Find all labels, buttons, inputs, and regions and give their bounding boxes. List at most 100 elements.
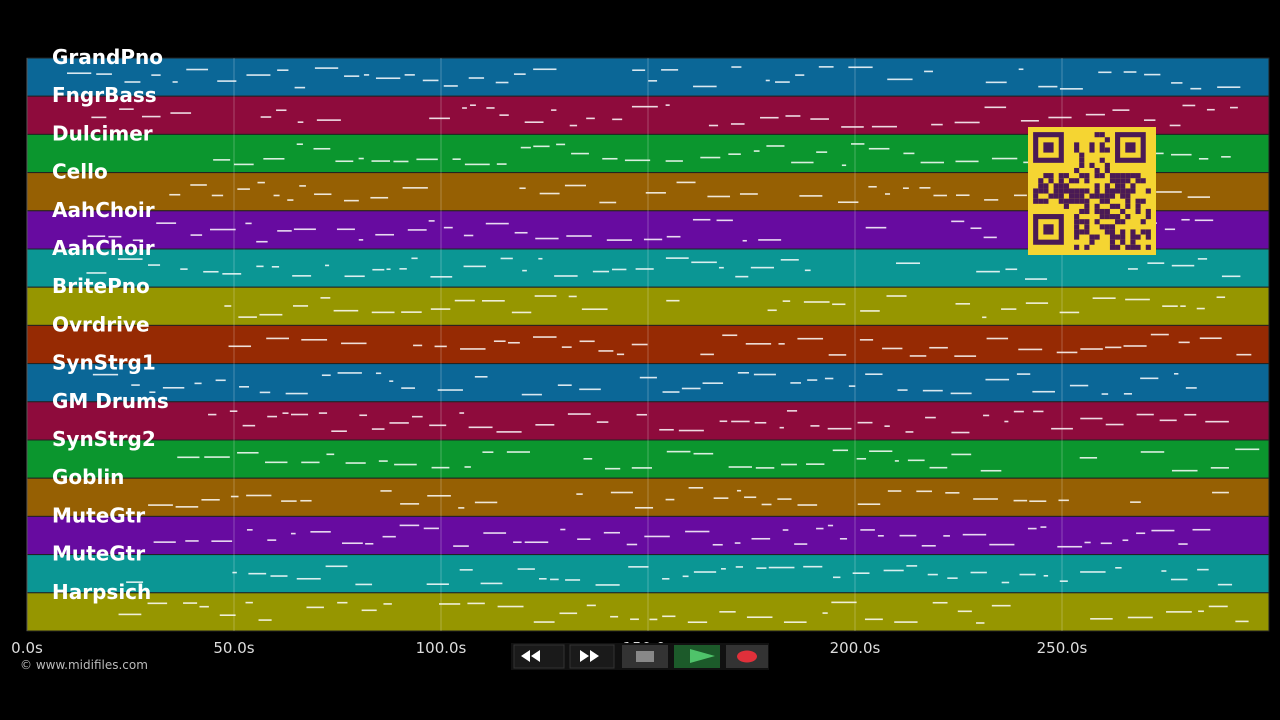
qr-cell	[1135, 203, 1141, 209]
note	[986, 337, 1009, 340]
note	[666, 299, 680, 302]
note	[427, 494, 451, 497]
note	[458, 507, 465, 509]
note	[230, 495, 239, 498]
note	[631, 343, 648, 346]
note	[571, 152, 589, 155]
note	[1143, 119, 1156, 121]
note	[886, 295, 907, 297]
note	[586, 604, 596, 607]
qr-cell	[1104, 229, 1110, 235]
qr-cell	[1104, 147, 1110, 153]
qr-cell	[1074, 193, 1080, 199]
note	[464, 163, 490, 166]
qr-cell	[1058, 183, 1064, 189]
note	[273, 194, 280, 197]
qr-cell	[1109, 178, 1116, 184]
note	[460, 348, 486, 350]
qr-cell	[1115, 178, 1121, 184]
note	[1105, 346, 1122, 349]
qr-cell	[1115, 173, 1121, 179]
note	[691, 261, 717, 264]
note	[287, 199, 294, 201]
note	[841, 164, 847, 167]
note	[838, 201, 859, 204]
record-button[interactable]	[726, 645, 768, 668]
qr-cell	[1058, 198, 1064, 204]
qr-cell	[1120, 239, 1126, 245]
note	[285, 392, 308, 395]
qr-cell	[1130, 234, 1136, 240]
note	[1140, 451, 1165, 453]
qr-cell	[1104, 208, 1110, 215]
qr-cell	[1145, 188, 1151, 194]
note	[662, 578, 670, 580]
qr-cell	[1145, 214, 1151, 220]
note	[1127, 268, 1138, 270]
qr-finder-center	[1043, 142, 1054, 153]
note	[267, 415, 278, 418]
qr-finder	[1033, 132, 1064, 163]
note	[306, 606, 324, 609]
note	[728, 153, 741, 155]
note	[246, 529, 253, 531]
note	[1019, 573, 1036, 576]
stop-button[interactable]	[622, 645, 668, 668]
note	[857, 421, 873, 424]
note	[1048, 116, 1072, 119]
note	[464, 466, 471, 468]
note	[1194, 219, 1214, 222]
note	[1098, 71, 1112, 74]
note	[1166, 611, 1192, 613]
note	[386, 268, 391, 271]
note	[624, 159, 651, 162]
note	[266, 337, 289, 340]
fast-forward-button[interactable]	[569, 644, 615, 669]
note	[1018, 348, 1043, 351]
rewind-button[interactable]	[513, 644, 565, 669]
note	[560, 528, 566, 531]
note	[929, 346, 948, 349]
note	[576, 493, 583, 495]
note	[692, 218, 711, 221]
track-name: SynStrg1	[52, 351, 156, 375]
note	[775, 81, 790, 83]
play-button[interactable]	[674, 645, 720, 668]
note	[954, 121, 980, 124]
qr-cell	[1074, 244, 1080, 250]
note	[903, 152, 915, 155]
note	[925, 416, 936, 419]
note	[1150, 333, 1169, 336]
note	[1033, 410, 1044, 413]
note	[765, 79, 770, 82]
note	[1184, 413, 1197, 416]
note	[459, 412, 465, 414]
note	[782, 300, 791, 302]
note	[209, 228, 236, 231]
note	[222, 273, 242, 275]
note	[807, 379, 818, 381]
note	[495, 81, 509, 84]
note	[1085, 113, 1105, 116]
note	[208, 413, 217, 416]
note	[984, 199, 999, 201]
note	[183, 602, 198, 604]
note	[429, 424, 447, 427]
note	[1115, 567, 1122, 569]
qr-cell	[1079, 173, 1085, 179]
note	[325, 565, 348, 568]
note	[1199, 337, 1222, 340]
qr-cell	[1099, 147, 1105, 153]
note	[955, 303, 971, 305]
tick-label: 50.0s	[213, 639, 254, 657]
note	[300, 499, 312, 502]
note	[565, 579, 581, 581]
note	[270, 575, 288, 577]
note	[806, 463, 825, 465]
qr-cell	[1135, 173, 1141, 179]
note	[561, 346, 572, 348]
note	[215, 379, 226, 382]
note	[557, 384, 572, 386]
note	[453, 545, 469, 547]
note	[906, 565, 918, 567]
